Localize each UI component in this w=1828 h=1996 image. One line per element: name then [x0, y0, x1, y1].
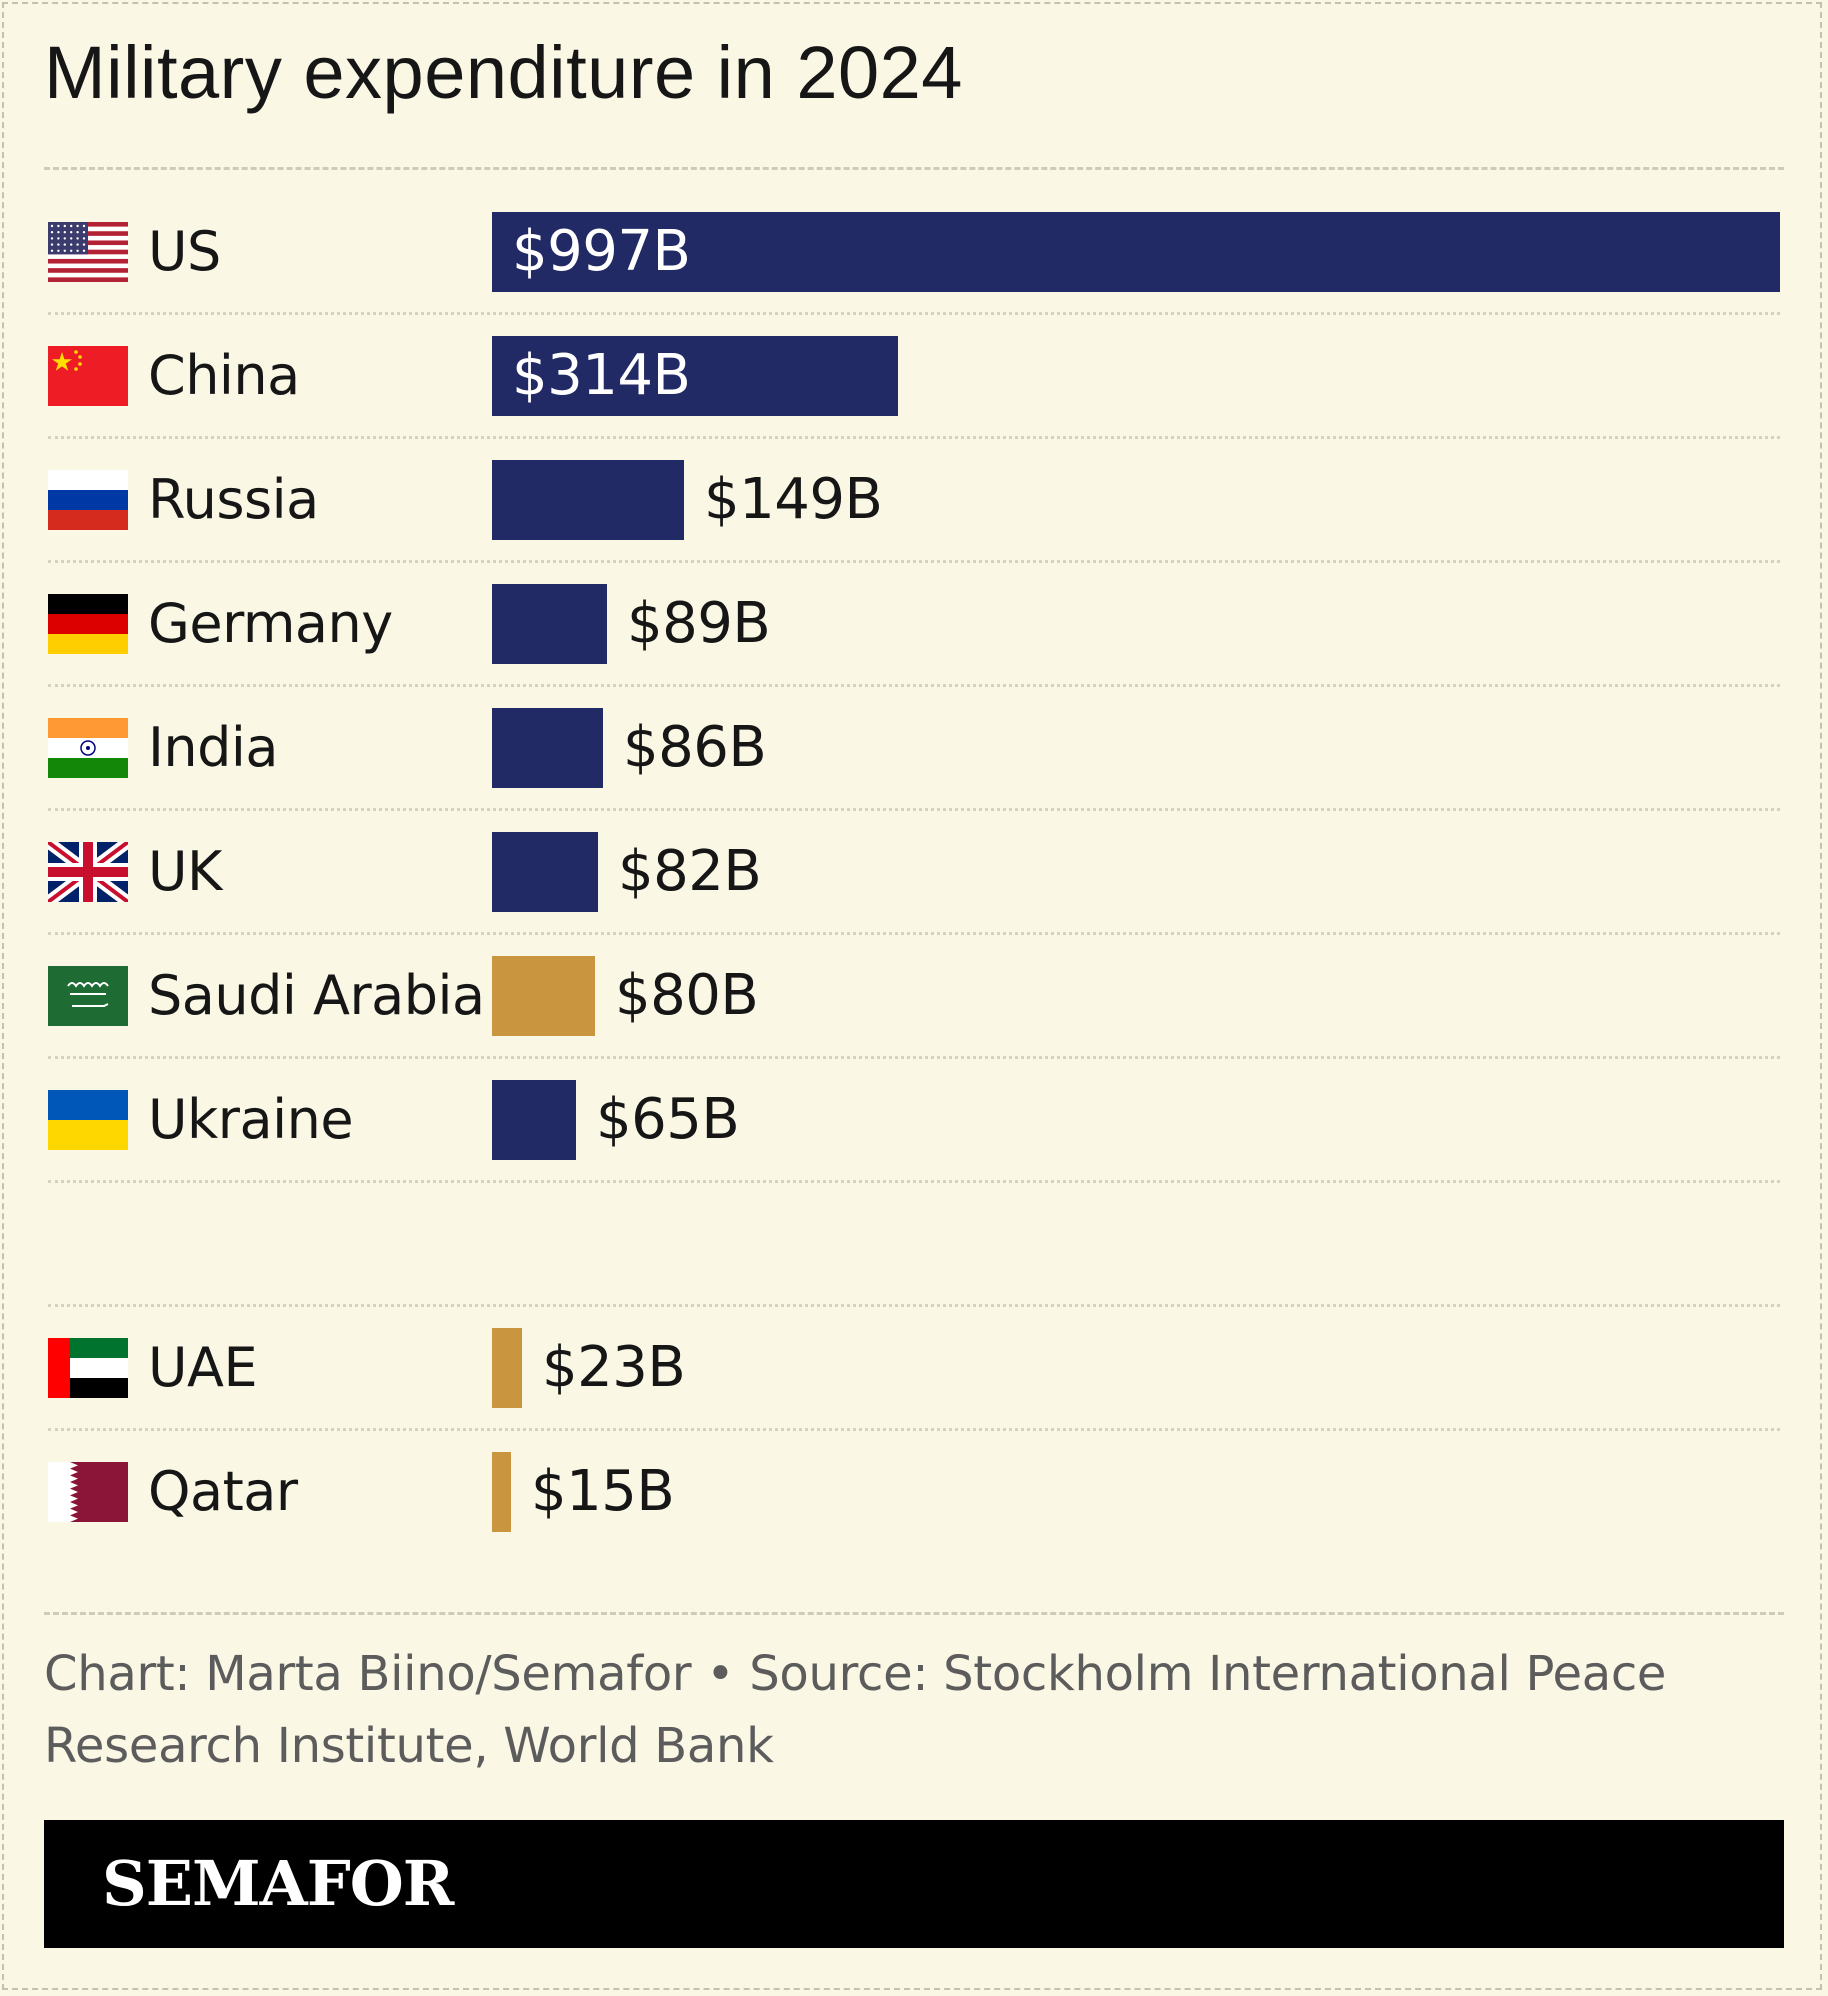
- country-label-us: US: [148, 220, 221, 283]
- country-label-qatar: Qatar: [148, 1460, 298, 1523]
- footer-separator: [44, 1612, 1784, 1615]
- bar-germany: [492, 584, 607, 664]
- country-label-uk: UK: [148, 840, 222, 903]
- brand-bar: SEMAFOR: [44, 1820, 1784, 1948]
- flag-us-icon: [48, 222, 128, 282]
- row-separator: [48, 808, 1780, 811]
- value-label-qatar: $15B: [531, 1459, 675, 1524]
- row-separator: [48, 684, 1780, 687]
- bar-qatar: [492, 1452, 511, 1532]
- row-separator: [48, 1428, 1780, 1431]
- chart-title: Military expenditure in 2024: [44, 31, 963, 114]
- flag-india-icon: [48, 718, 128, 778]
- country-label-germany: Germany: [148, 592, 393, 655]
- bar-ukraine: [492, 1080, 576, 1160]
- flag-russia-icon: [48, 470, 128, 530]
- flag-germany-icon: [48, 594, 128, 654]
- flag-qatar-icon: [48, 1462, 128, 1522]
- bar-uk: [492, 832, 598, 912]
- flag-uk-icon: [48, 842, 128, 902]
- country-label-india: India: [148, 716, 279, 779]
- value-label-india: $86B: [623, 715, 767, 780]
- bar-us: [492, 212, 1780, 292]
- row-separator: [48, 1180, 1780, 1183]
- source-credit: Chart: Marta Biino/Semafor • Source: Sto…: [44, 1646, 1667, 1774]
- country-label-saudi-arabia: Saudi Arabia: [148, 964, 485, 1027]
- bar-uae: [492, 1328, 522, 1408]
- country-label-uae: UAE: [148, 1336, 258, 1399]
- row-separator: [48, 312, 1780, 315]
- flag-ukraine-icon: [48, 1090, 128, 1150]
- flag-saudi-arabia-icon: [48, 966, 128, 1026]
- value-label-uae: $23B: [542, 1335, 686, 1400]
- row-separator: [48, 1304, 1780, 1307]
- title-separator: [44, 167, 1784, 170]
- value-label-germany: $89B: [627, 591, 771, 656]
- country-label-ukraine: Ukraine: [148, 1088, 354, 1151]
- bar-russia: [492, 460, 684, 540]
- value-label-china: $314B: [512, 343, 691, 408]
- row-separator: [48, 560, 1780, 563]
- semafor-logo: SEMAFOR: [102, 1847, 454, 1920]
- value-label-us: $997B: [512, 219, 691, 284]
- bar-china: [492, 336, 898, 416]
- row-separator: [48, 932, 1780, 935]
- row-separator: [48, 1056, 1780, 1059]
- value-label-saudi-arabia: $80B: [615, 963, 759, 1028]
- bar-india: [492, 708, 603, 788]
- value-label-ukraine: $65B: [596, 1087, 740, 1152]
- row-separator: [48, 436, 1780, 439]
- country-label-china: China: [148, 344, 300, 407]
- value-label-uk: $82B: [618, 839, 762, 904]
- country-label-russia: Russia: [148, 468, 319, 531]
- value-label-russia: $149B: [704, 467, 883, 532]
- flag-uae-icon: [48, 1338, 128, 1398]
- flag-china-icon: [48, 346, 128, 406]
- bar-saudi-arabia: [492, 956, 595, 1036]
